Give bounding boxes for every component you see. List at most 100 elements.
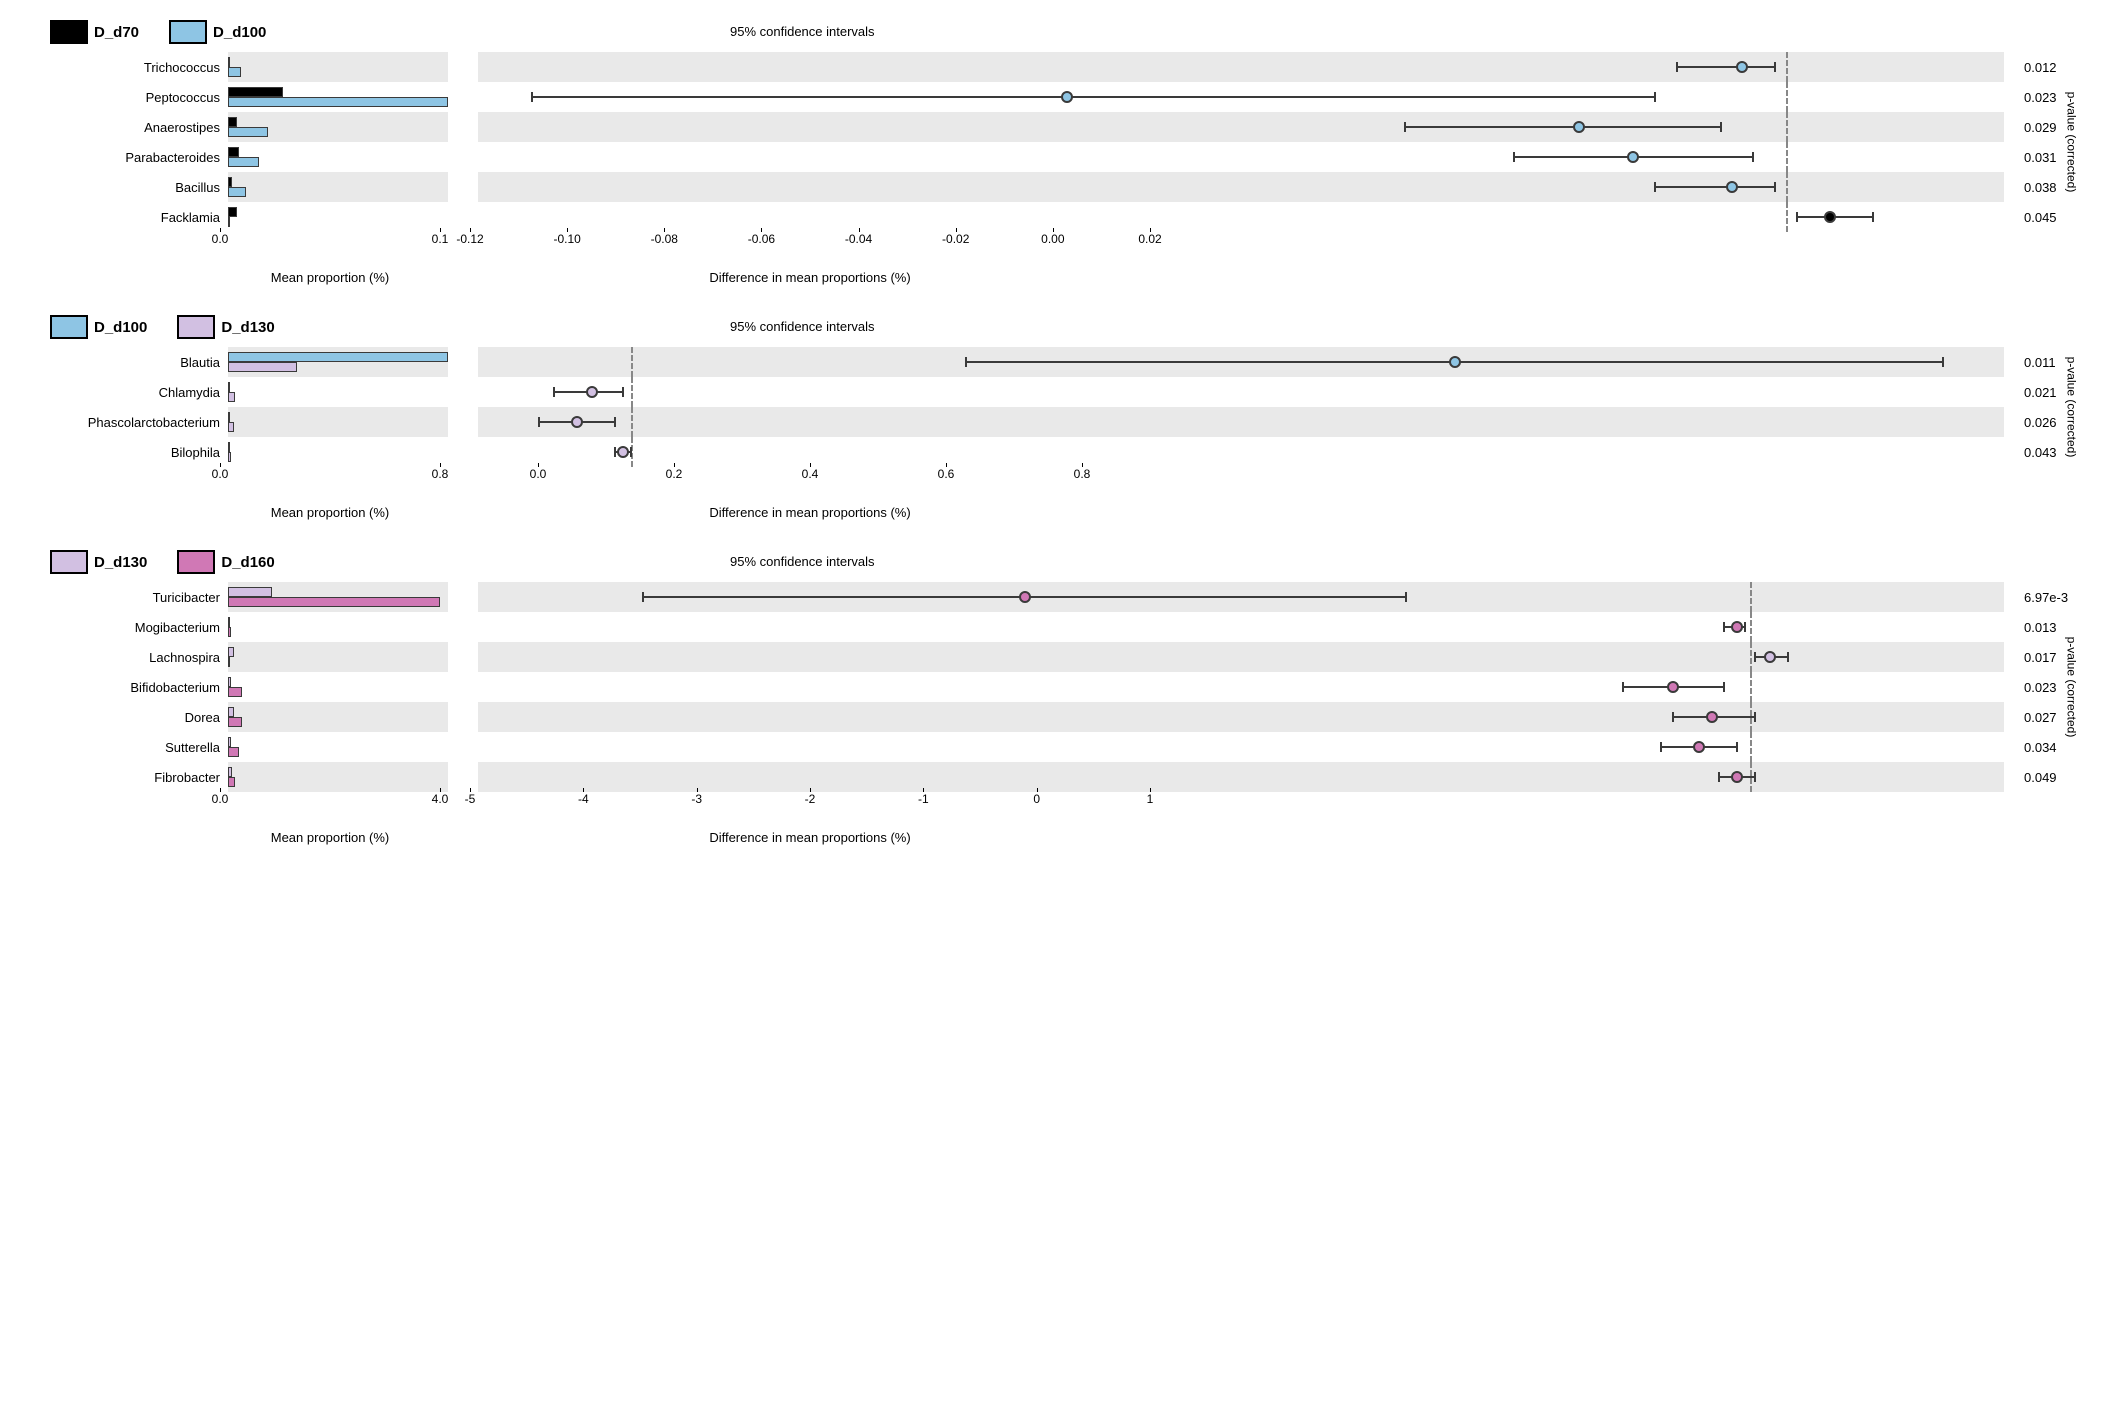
genus-label: Bacillus bbox=[20, 172, 228, 202]
xlabel-row: Mean proportion (%)Difference in mean pr… bbox=[20, 270, 2104, 285]
legend-item: D_d70 bbox=[50, 20, 139, 44]
ci-area bbox=[478, 172, 2004, 202]
ci-area bbox=[478, 437, 2004, 467]
genus-label: Bifidobacterium bbox=[20, 672, 228, 702]
data-row: Bilophila0.043 bbox=[20, 437, 2104, 467]
error-cap-hi bbox=[1942, 357, 1944, 367]
tick-label: 0.0 bbox=[212, 467, 229, 481]
genus-label: Turicibacter bbox=[20, 582, 228, 612]
bar-area bbox=[228, 112, 448, 142]
ci-area bbox=[478, 377, 2004, 407]
bar-series-b bbox=[228, 717, 242, 727]
tick-label: 4.0 bbox=[432, 792, 449, 806]
error-cap-hi bbox=[1774, 62, 1776, 72]
bar-area bbox=[228, 702, 448, 732]
ci-xlabel: Difference in mean proportions (%) bbox=[470, 830, 1150, 845]
data-row: Trichococcus0.012 bbox=[20, 52, 2104, 82]
legend-label: D_d100 bbox=[94, 319, 147, 336]
yaxis-right-label: p-value (corrected) bbox=[2065, 637, 2079, 738]
genus-label: Fibrobacter bbox=[20, 762, 228, 792]
tick-label: 0.8 bbox=[432, 467, 449, 481]
mean-marker bbox=[1627, 151, 1639, 163]
bar-series-b bbox=[228, 362, 297, 372]
bar-axis: 0.00.1 bbox=[220, 232, 440, 252]
bar-series-b bbox=[228, 627, 231, 637]
tick-label: 0.0 bbox=[212, 792, 229, 806]
ci-area bbox=[478, 642, 2004, 672]
error-cap-lo bbox=[965, 357, 967, 367]
p-value: 0.012 bbox=[2004, 52, 2104, 82]
data-row: Bifidobacterium0.023 bbox=[20, 672, 2104, 702]
ci-title: 95% confidence intervals bbox=[730, 554, 875, 569]
genus-label: Peptococcus bbox=[20, 82, 228, 112]
ci-area bbox=[478, 672, 2004, 702]
legend-label: D_d70 bbox=[94, 24, 139, 41]
data-row: Sutterella0.034 bbox=[20, 732, 2104, 762]
bar-series-b bbox=[228, 422, 234, 432]
bar-xlabel: Mean proportion (%) bbox=[220, 830, 440, 845]
error-cap-hi bbox=[1872, 212, 1874, 222]
error-cap-lo bbox=[642, 592, 644, 602]
error-cap-lo bbox=[1660, 742, 1662, 752]
p-value: 0.026 bbox=[2004, 407, 2104, 437]
bar-series-b bbox=[228, 157, 259, 167]
ci-title: 95% confidence intervals bbox=[730, 319, 875, 334]
ci-axis: -0.12-0.10-0.08-0.06-0.04-0.020.000.02 bbox=[470, 232, 1150, 252]
mean-marker bbox=[1731, 771, 1743, 783]
ci-xlabel: Difference in mean proportions (%) bbox=[470, 270, 1150, 285]
error-cap-hi bbox=[630, 447, 632, 457]
bar-area bbox=[228, 762, 448, 792]
data-row: Chlamydia0.021 bbox=[20, 377, 2104, 407]
p-value: 0.023 bbox=[2004, 82, 2104, 112]
mean-marker bbox=[1726, 181, 1738, 193]
genus-label: Chlamydia bbox=[20, 377, 228, 407]
zero-line bbox=[1786, 112, 1788, 142]
yaxis-right-label: p-value (corrected) bbox=[2065, 92, 2079, 193]
ci-area bbox=[478, 407, 2004, 437]
error-cap-lo bbox=[1723, 622, 1725, 632]
mean-marker bbox=[1736, 61, 1748, 73]
mean-marker bbox=[571, 416, 583, 428]
mean-marker bbox=[1019, 591, 1031, 603]
zero-line bbox=[1750, 612, 1752, 642]
mean-marker bbox=[586, 386, 598, 398]
legend-item: D_d160 bbox=[177, 550, 274, 574]
genus-label: Dorea bbox=[20, 702, 228, 732]
p-value: 6.97e-3 bbox=[2004, 582, 2104, 612]
p-value: 0.038 bbox=[2004, 172, 2104, 202]
ci-area bbox=[478, 52, 2004, 82]
zero-line bbox=[1750, 582, 1752, 612]
zero-line bbox=[1786, 142, 1788, 172]
bar-area bbox=[228, 582, 448, 612]
bar-series-a bbox=[228, 87, 283, 97]
tick-label: 0.2 bbox=[666, 467, 683, 481]
legend-swatch bbox=[177, 315, 215, 339]
mean-marker bbox=[1693, 741, 1705, 753]
error-cap-hi bbox=[1720, 122, 1722, 132]
ci-area bbox=[478, 82, 2004, 112]
error-cap-lo bbox=[538, 417, 540, 427]
legend-label: D_d130 bbox=[221, 319, 274, 336]
legend-item: D_d130 bbox=[177, 315, 274, 339]
data-row: Lachnospira0.017 bbox=[20, 642, 2104, 672]
error-bar bbox=[533, 96, 1656, 98]
error-cap-lo bbox=[1796, 212, 1798, 222]
bar-area bbox=[228, 347, 448, 377]
tick-label: 0.00 bbox=[1041, 232, 1064, 246]
error-cap-lo bbox=[1404, 122, 1406, 132]
bar-area bbox=[228, 407, 448, 437]
ci-area bbox=[478, 612, 2004, 642]
bar-series-a bbox=[228, 147, 239, 157]
ci-area bbox=[478, 732, 2004, 762]
ci-title: 95% confidence intervals bbox=[730, 24, 875, 39]
tick-label: -0.02 bbox=[942, 232, 969, 246]
bar-area bbox=[228, 202, 448, 232]
legend-item: D_d130 bbox=[50, 550, 147, 574]
p-value: 0.017 bbox=[2004, 642, 2104, 672]
zero-line bbox=[631, 407, 633, 437]
mean-marker bbox=[1706, 711, 1718, 723]
zero-line bbox=[1750, 642, 1752, 672]
bar-series-b bbox=[228, 127, 268, 137]
data-row: Parabacteroides0.031 bbox=[20, 142, 2104, 172]
legend-swatch bbox=[50, 550, 88, 574]
